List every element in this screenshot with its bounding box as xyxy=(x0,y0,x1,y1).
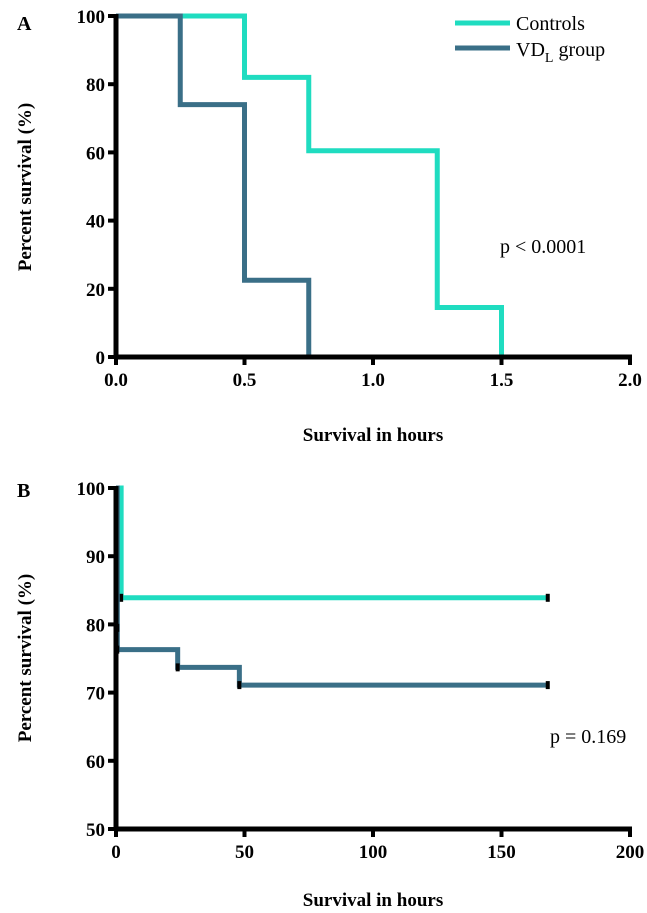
panel-a-p-value: p < 0.0001 xyxy=(500,236,586,258)
panel-a-x-tick-label: 0.0 xyxy=(104,370,128,391)
legend: Controls VDL group xyxy=(455,13,605,66)
panel-a-y-tick-label: 20 xyxy=(86,280,105,301)
panel-a-y-tick-label: 40 xyxy=(86,212,105,233)
panel-b-p-value: p = 0.169 xyxy=(550,726,626,748)
panel-b-x-tick-label: 0 xyxy=(111,842,121,863)
panel-b-x-tick-label: 150 xyxy=(487,842,516,863)
panel-b-x-tick-label: 50 xyxy=(235,842,254,863)
panel-b-label: B xyxy=(17,480,30,502)
panel-b-x-tick-label: 100 xyxy=(359,842,388,863)
panel-a-x-tick-label: 1.5 xyxy=(490,370,514,391)
panel-a-label: A xyxy=(17,13,32,35)
panel-a-series-vdl-group xyxy=(116,13,312,357)
panel-a-x-axis-label: Survival in hours xyxy=(303,425,443,446)
legend-vdl-subscript: L xyxy=(545,51,554,66)
panel-b-y-axis-label: Percent survival (%) xyxy=(15,574,36,743)
panel-a-y-tick-label: 80 xyxy=(86,75,105,96)
panel-b-y-tick-label: 100 xyxy=(77,479,106,500)
panel-b-x-tick-label: 200 xyxy=(616,842,645,863)
panel-a-series-controls xyxy=(116,13,504,357)
panel-b-x-axis-label: Survival in hours xyxy=(303,890,443,911)
panel-b-y-tick-label: 60 xyxy=(86,752,105,773)
panel-b-series-vdl-group xyxy=(114,485,548,688)
panel-b-y-tick-label: 50 xyxy=(86,820,105,841)
panel-a-x-tick-label: 2.0 xyxy=(618,370,642,391)
panel-b-y-tick-label: 90 xyxy=(86,547,105,568)
panel-b: B Percent survival (%) Survival in hours… xyxy=(15,479,644,911)
panel-a-plot: 0 20 40 60 80 100 0.0 0.5 1.0 1.5 2.0 xyxy=(77,7,642,391)
legend-label-vdl-group: VDL group xyxy=(516,39,605,66)
panel-a-y-tick-label: 0 xyxy=(96,348,106,369)
panel-b-y-tick-label: 80 xyxy=(86,615,105,636)
panel-a-x-tick-label: 0.5 xyxy=(233,370,257,391)
panel-a-y-tick-label: 100 xyxy=(77,7,106,28)
legend-item-controls: Controls xyxy=(455,13,585,35)
legend-vdl-tail: group xyxy=(553,39,605,61)
legend-vdl-base: VD xyxy=(516,39,545,61)
legend-label-controls: Controls xyxy=(516,13,585,35)
panel-a-y-tick-label: 60 xyxy=(86,143,105,164)
panel-b-y-tick-label: 70 xyxy=(86,684,105,705)
panel-b-plot: 50 60 70 80 90 100 0 50 100 150 200 xyxy=(77,479,645,863)
panel-a-x-tick-label: 1.0 xyxy=(361,370,385,391)
panel-a-y-axis-label: Percent survival (%) xyxy=(15,103,36,272)
panel-a: A Percent survival (%) Survival in hours… xyxy=(15,7,642,446)
panel-b-series-controls xyxy=(116,485,548,601)
legend-item-vdl-group: VDL group xyxy=(455,39,605,66)
